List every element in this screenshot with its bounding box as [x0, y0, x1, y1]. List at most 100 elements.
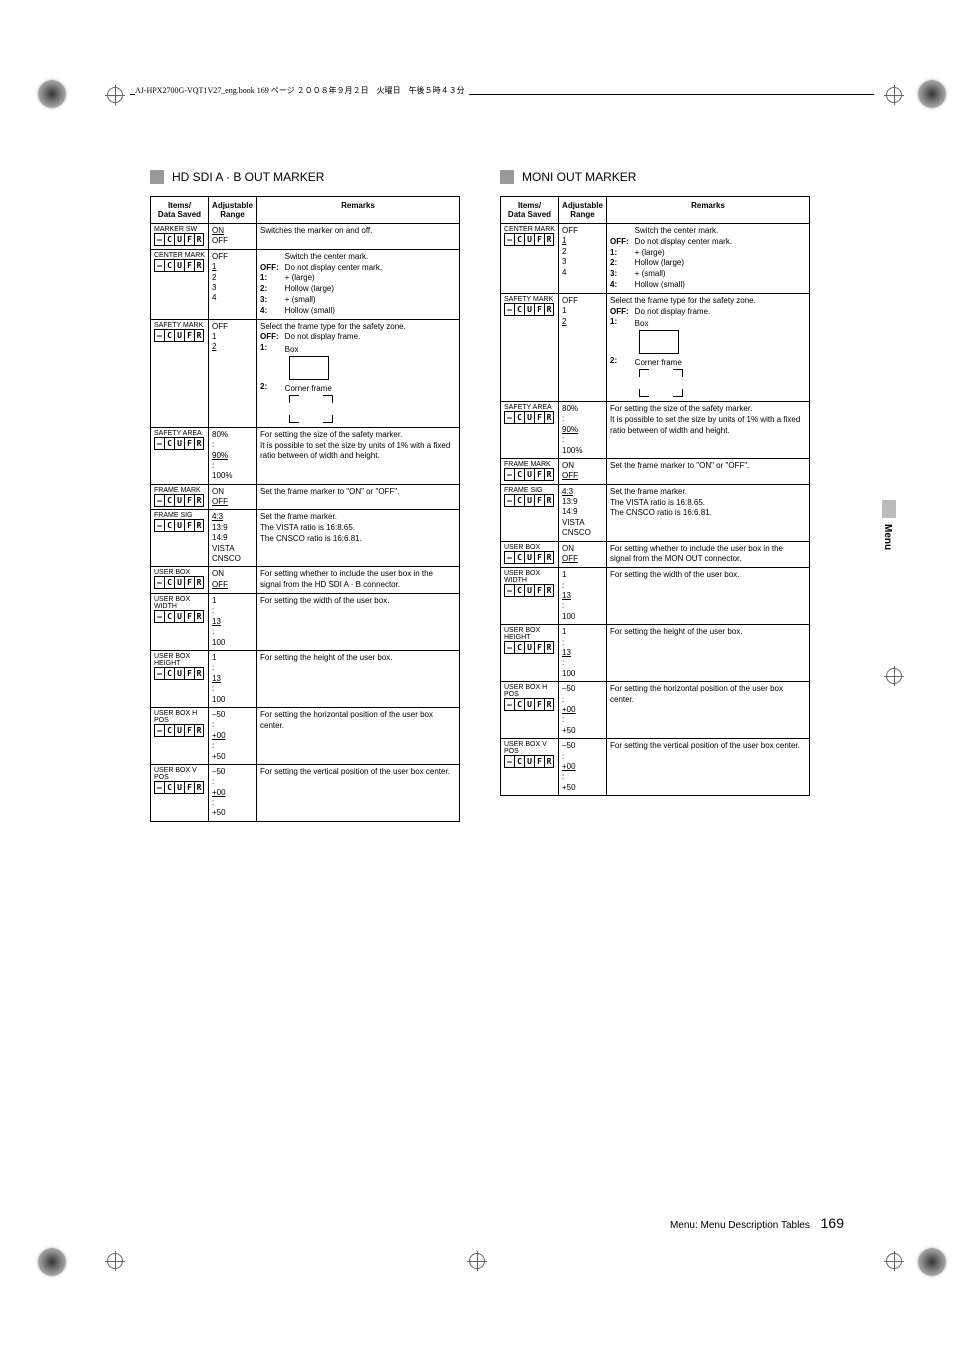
range-cell: 4:313:914:9VISTACNSCO	[209, 510, 257, 567]
item-cell: USER BOX WIDTH–CUFR	[151, 594, 209, 651]
range-cell: OFF12	[559, 293, 607, 401]
range-cell: ONOFF	[209, 224, 257, 250]
table-row: USER BOX H POS–CUFR–50:+00:+50For settin…	[151, 707, 460, 764]
th-remarks: Remarks	[257, 197, 460, 224]
cufr-indicator: –CUFR	[154, 667, 205, 680]
remarks-cell: Set the frame marker to "ON" or "OFF".	[257, 484, 460, 510]
remarks-cell: Set the frame marker.The VISTA ratio is …	[607, 484, 810, 541]
table-row: SAFETY MARK–CUFROFF12Select the frame ty…	[501, 293, 810, 401]
item-cell: USER BOX–CUFR	[151, 567, 209, 594]
right-column: MONI OUT MARKER Items/Data Saved Adjusta…	[500, 170, 810, 822]
cufr-indicator: –CUFR	[504, 303, 555, 316]
item-cell: FRAME MARK–CUFR	[501, 458, 559, 484]
table-row: SAFETY MARK–CUFROFF12Select the frame ty…	[151, 319, 460, 427]
range-cell: 1:13:100	[209, 650, 257, 707]
cufr-indicator: –CUFR	[504, 233, 555, 246]
page-content: HD SDI A · B OUT MARKER Items/Data Saved…	[150, 170, 810, 822]
remarks-cell: Switch the center mark.OFF:Do not displa…	[607, 224, 810, 294]
left-section-title: HD SDI A · B OUT MARKER	[172, 170, 324, 184]
cufr-indicator: –CUFR	[154, 494, 205, 507]
item-cell: FRAME MARK–CUFR	[151, 484, 209, 510]
range-cell: OFF12	[209, 319, 257, 427]
range-cell: 1:13:100	[559, 625, 607, 682]
cufr-indicator: –CUFR	[504, 494, 555, 507]
cufr-indicator: –CUFR	[504, 755, 555, 768]
cufr-indicator: –CUFR	[504, 584, 555, 597]
left-section-header: HD SDI A · B OUT MARKER	[150, 170, 460, 184]
remarks-cell: For setting the size of the safety marke…	[607, 401, 810, 458]
left-column: HD SDI A · B OUT MARKER Items/Data Saved…	[150, 170, 460, 822]
table-row: USER BOX V POS–CUFR–50:+00:+50For settin…	[151, 764, 460, 821]
remarks-cell: Switch the center mark.OFF:Do not displa…	[257, 249, 460, 319]
th-range: AdjustableRange	[559, 197, 607, 224]
cufr-indicator: –CUFR	[154, 781, 205, 794]
item-cell: FRAME SIG–CUFR	[151, 510, 209, 567]
header-book-info: AJ-HPX2700G-VQT1V27_eng.book 169 ページ ２００…	[135, 85, 469, 96]
range-cell: –50:+00:+50	[559, 739, 607, 796]
page-number: 169	[821, 1215, 844, 1231]
range-cell: OFF1234	[209, 249, 257, 319]
table-row: USER BOX–CUFRONOFFFor setting whether to…	[501, 541, 810, 568]
cufr-indicator: –CUFR	[154, 576, 205, 589]
section-block-icon	[150, 170, 164, 184]
cufr-indicator: –CUFR	[504, 411, 555, 424]
remarks-cell: For setting the width of the user box.	[607, 568, 810, 625]
table-row: FRAME SIG–CUFR4:313:914:9VISTACNSCOSet t…	[151, 510, 460, 567]
remarks-cell: Switches the marker on and off.	[257, 224, 460, 250]
remarks-cell: Set the frame marker to "ON" or "OFF".	[607, 458, 810, 484]
table-row: USER BOX WIDTH–CUFR1:13:100For setting t…	[151, 594, 460, 651]
item-cell: CENTER MARK–CUFR	[151, 249, 209, 319]
table-row: FRAME MARK–CUFRONOFFSet the frame marker…	[501, 458, 810, 484]
item-cell: USER BOX V POS–CUFR	[501, 739, 559, 796]
item-cell: SAFETY MARK–CUFR	[151, 319, 209, 427]
remarks-cell: Select the frame type for the safety zon…	[257, 319, 460, 427]
cufr-indicator: –CUFR	[154, 610, 205, 623]
range-cell: ONOFF	[209, 484, 257, 510]
right-menu-table: Items/Data Saved AdjustableRange Remarks…	[500, 196, 810, 796]
remarks-cell: For setting the height of the user box.	[257, 650, 460, 707]
range-cell: ONOFF	[559, 458, 607, 484]
item-cell: USER BOX HEIGHT–CUFR	[151, 650, 209, 707]
item-cell: USER BOX H POS–CUFR	[151, 707, 209, 764]
cufr-indicator: –CUFR	[154, 437, 205, 450]
th-items: Items/Data Saved	[151, 197, 209, 224]
table-row: FRAME SIG–CUFR4:313:914:9VISTACNSCOSet t…	[501, 484, 810, 541]
right-section-header: MONI OUT MARKER	[500, 170, 810, 184]
cufr-indicator: –CUFR	[504, 468, 555, 481]
remarks-cell: Set the frame marker.The VISTA ratio is …	[257, 510, 460, 567]
footer-label: Menu: Menu Description Tables	[670, 1220, 810, 1231]
range-cell: ONOFF	[209, 567, 257, 594]
table-row: USER BOX H POS–CUFR–50:+00:+50For settin…	[501, 682, 810, 739]
range-cell: 1:13:100	[209, 594, 257, 651]
remarks-cell: For setting the height of the user box.	[607, 625, 810, 682]
table-row: CENTER MARK–CUFROFF1234Switch the center…	[501, 224, 810, 294]
table-row: USER BOX HEIGHT–CUFR1:13:100For setting …	[501, 625, 810, 682]
section-block-icon	[500, 170, 514, 184]
th-range: AdjustableRange	[209, 197, 257, 224]
cufr-indicator: –CUFR	[154, 724, 205, 737]
remarks-cell: For setting whether to include the user …	[257, 567, 460, 594]
remarks-cell: For setting the vertical position of the…	[257, 764, 460, 821]
table-row: USER BOX WIDTH–CUFR1:13:100For setting t…	[501, 568, 810, 625]
range-cell: 80%:90%:100%	[559, 401, 607, 458]
range-cell: –50:+00:+50	[209, 764, 257, 821]
item-cell: USER BOX V POS–CUFR	[151, 764, 209, 821]
cufr-indicator: –CUFR	[504, 698, 555, 711]
table-row: USER BOX V POS–CUFR–50:+00:+50For settin…	[501, 739, 810, 796]
table-row: CENTER MARK–CUFROFF1234Switch the center…	[151, 249, 460, 319]
th-remarks: Remarks	[607, 197, 810, 224]
remarks-cell: For setting whether to include the user …	[607, 541, 810, 568]
table-row: SAFETY AREA–CUFR80%:90%:100%For setting …	[501, 401, 810, 458]
table-row: USER BOX–CUFRONOFFFor setting whether to…	[151, 567, 460, 594]
item-cell: SAFETY AREA–CUFR	[501, 401, 559, 458]
th-items: Items/Data Saved	[501, 197, 559, 224]
range-cell: –50:+00:+50	[209, 707, 257, 764]
cufr-indicator: –CUFR	[154, 329, 205, 342]
remarks-cell: Select the frame type for the safety zon…	[607, 293, 810, 401]
item-cell: USER BOX WIDTH–CUFR	[501, 568, 559, 625]
table-row: USER BOX HEIGHT–CUFR1:13:100For setting …	[151, 650, 460, 707]
table-row: MARKER SW–CUFRONOFFSwitches the marker o…	[151, 224, 460, 250]
cufr-indicator: –CUFR	[154, 233, 205, 246]
item-cell: USER BOX HEIGHT–CUFR	[501, 625, 559, 682]
item-cell: SAFETY MARK–CUFR	[501, 293, 559, 401]
